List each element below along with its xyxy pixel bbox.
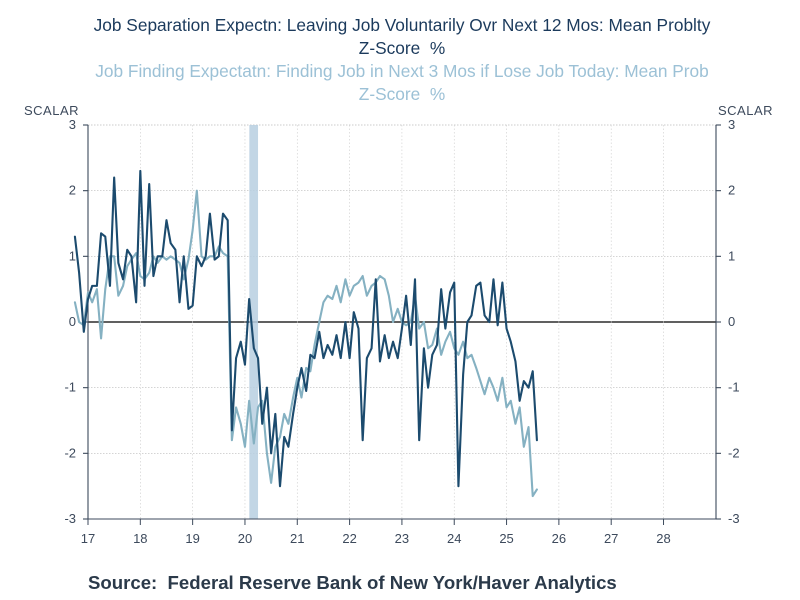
svg-text:1: 1 — [728, 248, 735, 263]
svg-text:18: 18 — [133, 531, 147, 546]
svg-text:2: 2 — [69, 183, 76, 198]
svg-text:25: 25 — [499, 531, 513, 546]
svg-text:17: 17 — [81, 531, 95, 546]
svg-text:0: 0 — [69, 314, 76, 329]
svg-text:-2: -2 — [64, 445, 76, 460]
svg-text:19: 19 — [185, 531, 199, 546]
svg-text:28: 28 — [656, 531, 670, 546]
svg-text:0: 0 — [728, 314, 735, 329]
svg-text:-2: -2 — [728, 445, 740, 460]
svg-text:26: 26 — [552, 531, 566, 546]
svg-text:24: 24 — [447, 531, 461, 546]
svg-text:-1: -1 — [728, 380, 740, 395]
svg-text:27: 27 — [604, 531, 618, 546]
svg-text:1: 1 — [69, 248, 76, 263]
svg-text:-1: -1 — [64, 380, 76, 395]
svg-text:20: 20 — [238, 531, 252, 546]
svg-text:-3: -3 — [64, 511, 76, 526]
svg-text:23: 23 — [395, 531, 409, 546]
svg-text:3: 3 — [728, 117, 735, 132]
svg-text:3: 3 — [69, 117, 76, 132]
svg-text:2: 2 — [728, 183, 735, 198]
svg-text:21: 21 — [290, 531, 304, 546]
svg-text:22: 22 — [342, 531, 356, 546]
svg-text:-3: -3 — [728, 511, 740, 526]
